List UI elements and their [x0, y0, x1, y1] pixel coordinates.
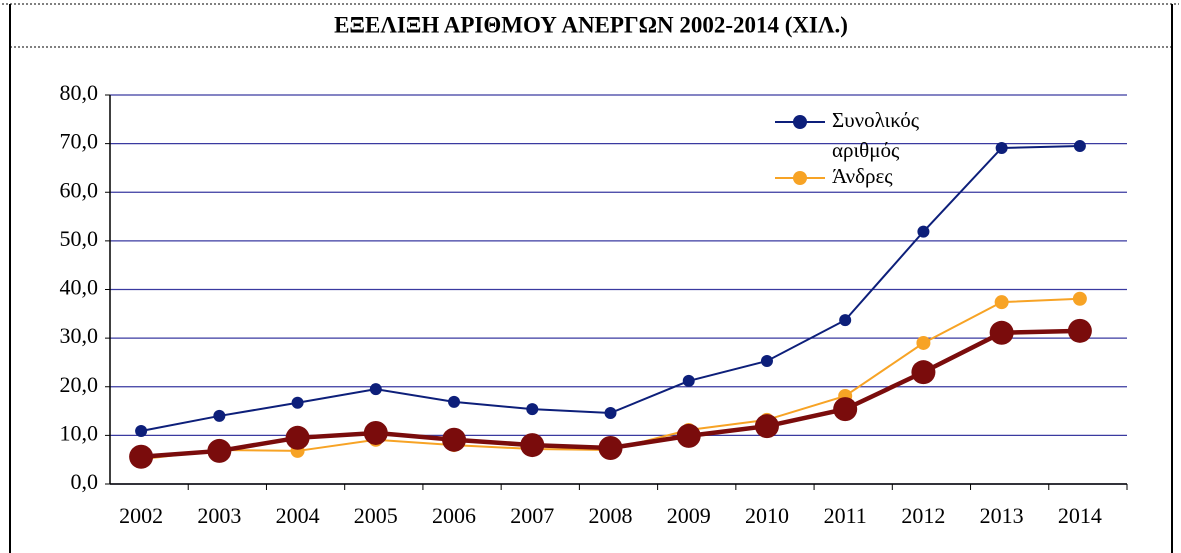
- legend-label: Άνδρες: [832, 164, 893, 188]
- series-marker: [917, 225, 930, 238]
- x-tick-label: 2003: [197, 503, 241, 528]
- x-tick-label: 2014: [1058, 503, 1102, 528]
- x-tick-label: 2007: [510, 503, 554, 528]
- series-marker: [760, 354, 773, 367]
- series-marker: [994, 295, 1009, 310]
- x-tick-label: 2006: [432, 503, 476, 528]
- chart-title: ΕΞΕΛΙΞΗ ΑΡΙΘΜΟΥ ΑΝΕΡΓΩΝ 2002-2014 (ΧΙΛ.): [334, 12, 848, 37]
- y-tick-label: 70,0: [60, 129, 99, 154]
- series-marker: [207, 438, 232, 463]
- series-marker: [213, 409, 226, 422]
- series-marker: [682, 374, 695, 387]
- series-marker: [676, 423, 701, 448]
- series-marker: [135, 424, 148, 437]
- x-tick-label: 2009: [667, 503, 711, 528]
- x-tick-label: 2012: [901, 503, 945, 528]
- x-tick-label: 2013: [980, 503, 1024, 528]
- series-marker: [363, 420, 388, 445]
- y-tick-label: 0,0: [71, 469, 99, 494]
- series-marker: [911, 360, 936, 385]
- series-marker: [520, 433, 545, 458]
- series-marker: [989, 320, 1014, 345]
- x-tick-label: 2008: [589, 503, 633, 528]
- y-tick-label: 80,0: [60, 80, 99, 105]
- series-marker: [291, 396, 304, 409]
- series-marker: [1073, 140, 1086, 153]
- x-tick-label: 2004: [276, 503, 320, 528]
- series-marker: [448, 395, 461, 408]
- y-tick-label: 20,0: [60, 372, 99, 397]
- legend-marker: [793, 115, 807, 129]
- x-tick-label: 2002: [119, 503, 163, 528]
- series-marker: [598, 436, 623, 461]
- series-marker: [129, 444, 154, 469]
- series-marker: [995, 142, 1008, 155]
- y-tick-label: 30,0: [60, 323, 99, 348]
- series-marker: [369, 383, 382, 396]
- series-marker: [442, 427, 467, 452]
- series-marker: [754, 414, 779, 439]
- series-marker: [1067, 318, 1092, 343]
- series-marker: [604, 407, 617, 420]
- y-tick-label: 10,0: [60, 420, 99, 445]
- y-tick-label: 40,0: [60, 275, 99, 300]
- series-marker: [833, 397, 858, 422]
- series-marker: [526, 403, 539, 416]
- y-tick-label: 50,0: [60, 226, 99, 251]
- x-tick-label: 2005: [354, 503, 398, 528]
- y-tick-label: 60,0: [60, 177, 99, 202]
- series-marker: [285, 425, 310, 450]
- legend-label: Συνολικός αριθμός: [832, 108, 920, 162]
- legend-marker: [793, 171, 807, 185]
- x-tick-label: 2011: [824, 503, 867, 528]
- series-marker: [1072, 291, 1087, 306]
- series-marker: [839, 314, 852, 327]
- series-marker: [916, 335, 931, 350]
- x-tick-label: 2010: [745, 503, 789, 528]
